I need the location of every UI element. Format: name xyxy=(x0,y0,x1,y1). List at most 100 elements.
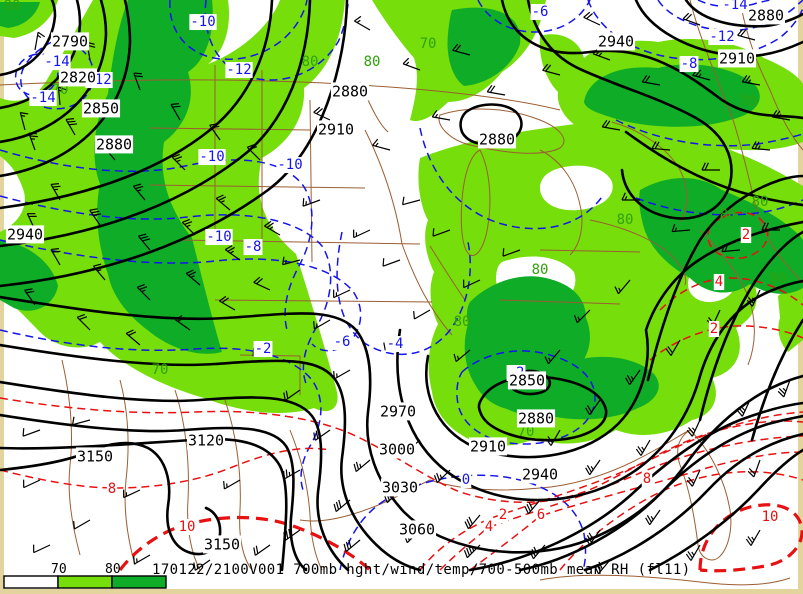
wind-barb xyxy=(746,289,761,307)
svg-text:4: 4 xyxy=(715,274,723,290)
wind-barb xyxy=(353,229,371,239)
svg-text:3060: 3060 xyxy=(399,520,435,538)
temp-neg-label: -2 xyxy=(253,341,273,358)
wind-barb xyxy=(614,279,631,295)
wind-barb xyxy=(65,118,78,136)
svg-text:3000: 3000 xyxy=(379,440,415,458)
wind-barb xyxy=(253,276,271,291)
svg-text:10: 10 xyxy=(762,509,779,525)
svg-text:2: 2 xyxy=(742,227,750,243)
svg-text:2880: 2880 xyxy=(96,135,132,153)
wind-barb xyxy=(701,162,720,171)
height-label: 2910 xyxy=(717,49,757,68)
height-label: 2910 xyxy=(316,120,356,139)
svg-text:2910: 2910 xyxy=(470,437,506,455)
wind-barb xyxy=(402,57,421,71)
svg-text:6: 6 xyxy=(537,507,545,523)
wind-barb xyxy=(737,28,756,41)
legend-swatch-80 xyxy=(111,575,167,589)
wind-barb xyxy=(19,112,29,131)
legend-tick-70: 70 xyxy=(51,562,67,577)
rh-label: 70 xyxy=(518,424,535,440)
height-label: 2940 xyxy=(596,32,636,51)
svg-text:2910: 2910 xyxy=(318,120,354,138)
svg-text:-6: -6 xyxy=(532,4,549,20)
svg-text:2: 2 xyxy=(710,321,718,337)
height-label: 3120 xyxy=(186,431,226,450)
wind-barb xyxy=(777,379,791,398)
wind-barb xyxy=(136,283,151,301)
svg-text:80: 80 xyxy=(770,271,787,287)
wind-barb xyxy=(283,389,301,401)
height-label: 3060 xyxy=(397,520,437,539)
rh-label: 80 xyxy=(770,271,787,287)
rh-label: 80 xyxy=(617,212,634,228)
temp-neg-label: -8 xyxy=(679,56,699,73)
wind-barb xyxy=(215,194,231,211)
svg-text:2880: 2880 xyxy=(518,409,554,427)
rh-label: 80 xyxy=(532,262,549,278)
wind-barb xyxy=(721,243,741,253)
svg-text:80: 80 xyxy=(720,207,737,223)
wind-barb xyxy=(463,279,481,289)
temp-neg-label: -12 xyxy=(708,29,736,46)
rh-label: 80 xyxy=(454,314,471,330)
wind-barb xyxy=(174,315,191,331)
wind-barb xyxy=(594,559,611,575)
wind-barb xyxy=(89,208,102,226)
wind-barb xyxy=(641,74,661,86)
wind-barb xyxy=(354,15,371,31)
legend-tick-80: 80 xyxy=(105,562,121,577)
temp-pos-label: 8 xyxy=(641,471,653,488)
svg-text:-6: -6 xyxy=(334,334,351,350)
temp-neg-label: 0 xyxy=(460,472,472,489)
wind-barb xyxy=(645,509,661,526)
wind-barb xyxy=(432,228,451,237)
svg-text:-14: -14 xyxy=(44,54,69,70)
wind-barb xyxy=(545,429,561,446)
svg-text:2850: 2850 xyxy=(509,371,545,389)
wind-barb xyxy=(585,529,601,546)
height-label: 3030 xyxy=(380,478,420,497)
rh-label: 70 xyxy=(420,36,437,52)
wind-barb xyxy=(502,248,521,257)
temp-neg-label: -6 xyxy=(332,334,352,351)
svg-text:2880: 2880 xyxy=(332,82,368,100)
wind-barb xyxy=(529,544,546,560)
wind-barb xyxy=(125,329,141,346)
wind-barb xyxy=(23,479,41,489)
temp-neg-label: -10 xyxy=(198,149,226,166)
height-label: 2940 xyxy=(520,465,560,484)
wind-barb xyxy=(33,544,51,554)
svg-text:-12: -12 xyxy=(226,62,251,78)
svg-text:2820: 2820 xyxy=(60,68,96,86)
wind-barb xyxy=(621,192,640,201)
wind-barb xyxy=(313,429,331,441)
rh-label: 70 xyxy=(740,94,757,110)
wind-barb xyxy=(333,369,351,380)
svg-text:-10: -10 xyxy=(190,14,215,30)
svg-text:70: 70 xyxy=(420,36,437,52)
height-label: 3000 xyxy=(377,440,417,459)
map-caption: 170122/2100V001 700mb hght/wind/temp/700… xyxy=(152,562,691,578)
wind-barb xyxy=(382,258,401,267)
svg-text:70: 70 xyxy=(152,362,169,378)
wind-barb xyxy=(452,43,471,56)
wind-barb xyxy=(736,399,751,417)
rh-legend: 70 80 xyxy=(3,562,167,589)
wind-barb xyxy=(313,319,331,330)
svg-text:2970: 2970 xyxy=(380,402,416,420)
temp-neg-label: -14 xyxy=(43,54,71,71)
temp-neg-label: -4 xyxy=(385,336,405,353)
temp-neg-label: -12 xyxy=(225,62,253,79)
wind-barb xyxy=(544,349,561,365)
svg-text:-8: -8 xyxy=(245,239,262,255)
svg-text:4: 4 xyxy=(485,519,493,535)
wind-barb xyxy=(313,106,331,121)
wind-barb xyxy=(486,84,506,96)
wind-barb xyxy=(92,263,106,281)
wind-barb xyxy=(181,218,196,236)
temp-pos-label: 6 xyxy=(535,507,547,524)
wind-barb xyxy=(171,153,186,171)
